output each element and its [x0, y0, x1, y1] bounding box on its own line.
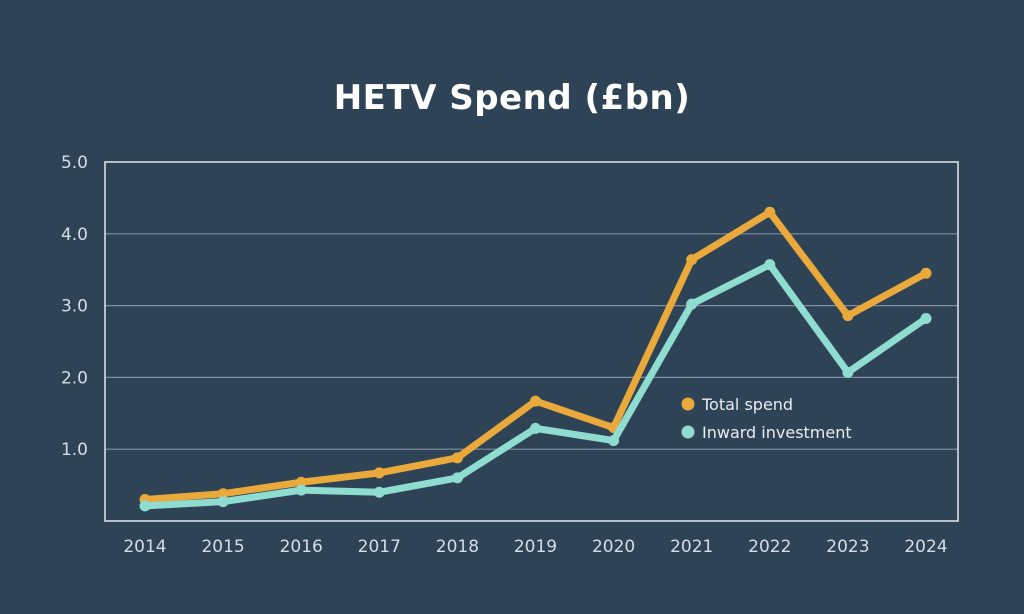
data-point-0 [920, 267, 932, 279]
data-point-1 [764, 259, 776, 271]
y-tick-label: 5.0 [61, 153, 88, 173]
x-tick-label: 2023 [826, 537, 869, 557]
plot-border [104, 161, 959, 522]
data-point-0 [842, 310, 854, 322]
x-tick-label: 2017 [358, 537, 401, 557]
legend-label: Total spend [701, 395, 793, 414]
data-point-0 [451, 452, 463, 464]
data-point-1 [295, 484, 307, 496]
x-tick-label: 2018 [436, 537, 479, 557]
x-axis-ticks: 2014 2015 2016 2017 2018 2019 2020 2021 2022 2023… [123, 537, 947, 557]
grid-lines [105, 233, 958, 450]
data-point-1 [920, 313, 932, 325]
series-line-0 [141, 208, 930, 503]
data-point-1 [686, 298, 698, 310]
legend-marker [681, 397, 695, 411]
chart-title: HETV Spend (£bn) [333, 78, 691, 118]
data-point-0 [530, 395, 541, 407]
data-point-1 [373, 486, 385, 498]
x-tick-label: 2021 [670, 537, 713, 557]
series-lines [139, 206, 932, 512]
data-point-1 [842, 366, 854, 378]
series-line-1 [141, 261, 930, 510]
data-point-0 [295, 476, 307, 488]
plot-frame [104, 161, 959, 522]
x-tick-label: 2014 [123, 537, 166, 557]
data-point-1 [451, 472, 463, 484]
x-tick-label: 2019 [514, 537, 557, 557]
data-point-1 [217, 496, 229, 508]
data-point-1 [530, 422, 541, 434]
y-axis-ticks: 5.0 4.0 3.0 2.0 1.0 [61, 153, 88, 460]
x-tick-label: 2020 [592, 537, 635, 557]
x-tick-label: 2022 [748, 537, 791, 557]
data-point-1 [139, 500, 151, 512]
legend: Total spend Inward investment [681, 395, 852, 442]
x-tick-label: 2024 [904, 537, 947, 557]
x-tick-label: 2016 [280, 537, 323, 557]
data-point-1 [608, 435, 620, 447]
data-point-0 [686, 254, 698, 266]
y-tick-label: 3.0 [61, 297, 88, 317]
y-tick-label: 2.0 [61, 368, 88, 388]
data-point-0 [764, 206, 776, 218]
x-tick-label: 2015 [201, 537, 244, 557]
legend-marker [681, 425, 695, 439]
data-point-0 [373, 467, 385, 479]
data-point-0 [217, 488, 229, 500]
y-tick-label: 4.0 [61, 225, 88, 245]
legend-label: Inward investment [702, 423, 852, 442]
y-tick-label: 1.0 [61, 440, 88, 460]
